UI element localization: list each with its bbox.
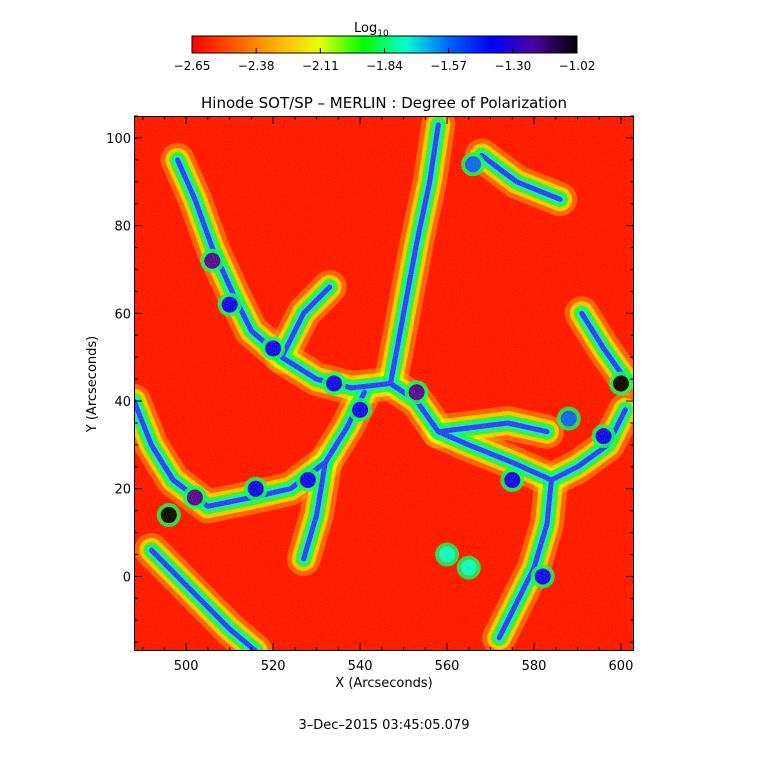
colorbar-tick-label: −2.11 bbox=[302, 59, 339, 73]
colorbar-tick-label: −1.30 bbox=[494, 59, 531, 73]
y-tick-label: 40 bbox=[114, 395, 131, 410]
x-tick-label: 580 bbox=[522, 659, 547, 674]
x-tick-label: 600 bbox=[609, 659, 634, 674]
colorbar-tick-label: −2.65 bbox=[174, 59, 211, 73]
colorbar: Log10 −2.65 −2.38 −2.11 −1.84 −1.57 −1.30 −1.0… bbox=[174, 21, 596, 73]
y-tick-label: 80 bbox=[114, 220, 131, 235]
chart-title: Hinode SOT/SP – MERLIN : Degree of Polar… bbox=[201, 94, 567, 112]
x-axis: 500 520 540 560 580 600 bbox=[142, 116, 634, 674]
colorbar-tick-label: −1.02 bbox=[559, 59, 596, 73]
colorbar-tick-label: −2.38 bbox=[238, 59, 275, 73]
y-axis-label: Y (Arcseconds) bbox=[85, 336, 100, 433]
y-tick-label: 60 bbox=[114, 307, 131, 322]
y-axis: 0 20 40 60 80 100 bbox=[106, 115, 634, 643]
x-tick-label: 520 bbox=[261, 659, 286, 674]
colorbar-ticks: −2.65 −2.38 −2.11 −1.84 −1.57 −1.30 −1.02 bbox=[174, 48, 596, 73]
y-tick-label: 20 bbox=[114, 483, 131, 498]
y-tick-label: 0 bbox=[123, 570, 131, 585]
x-axis-label: X (Arcseconds) bbox=[335, 676, 432, 691]
x-tick-label: 540 bbox=[348, 659, 373, 674]
y-tick-label: 100 bbox=[106, 132, 131, 147]
timestamp: 3–Dec–2015 03:45:05.079 bbox=[299, 718, 470, 733]
colorbar-tick-label: −1.84 bbox=[366, 59, 403, 73]
x-tick-label: 500 bbox=[174, 659, 199, 674]
colorbar-label: Log10 bbox=[354, 21, 389, 39]
colorbar-tick-label: −1.57 bbox=[430, 59, 467, 73]
plot-frame bbox=[134, 116, 634, 651]
x-tick-label: 560 bbox=[435, 659, 460, 674]
heatmap-texture bbox=[134, 116, 634, 651]
plot-area bbox=[134, 116, 634, 651]
